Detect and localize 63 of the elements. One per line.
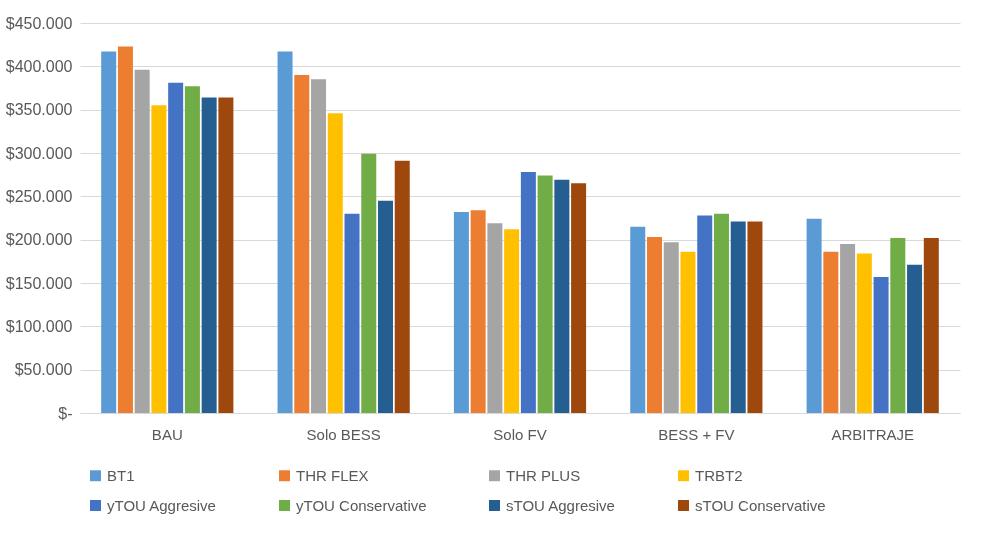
bar	[537, 175, 553, 413]
legend-label: yTOU Aggresive	[107, 496, 216, 514]
bar	[361, 153, 377, 413]
bar	[730, 221, 746, 413]
bar	[117, 46, 133, 413]
bar	[470, 210, 486, 413]
bar	[747, 221, 763, 413]
bar	[647, 237, 662, 413]
bar	[630, 226, 646, 413]
bar	[840, 244, 856, 413]
legend-label: sTOU Conservative	[695, 496, 826, 514]
bar	[277, 51, 293, 413]
y-tick-label: $150.000	[5, 274, 73, 292]
x-tick-label: Solo FV	[493, 425, 547, 443]
bar	[168, 82, 184, 413]
y-tick-label: $-	[58, 404, 73, 422]
bar	[101, 51, 117, 413]
bar	[680, 251, 696, 413]
y-tick-label: $400.000	[5, 57, 73, 75]
bar	[487, 223, 503, 413]
y-tick-label: $350.000	[5, 101, 73, 119]
legend-label: THR PLUS	[506, 466, 581, 484]
bar	[327, 113, 343, 413]
bar	[294, 75, 310, 413]
bar	[344, 213, 360, 413]
y-tick-label: $50.000	[14, 361, 73, 379]
bar	[697, 215, 713, 413]
x-tick-label: BESS + FV	[658, 425, 735, 443]
bar	[453, 211, 469, 413]
bar	[823, 251, 839, 413]
bar	[923, 237, 939, 413]
bar	[311, 79, 327, 413]
bar	[184, 86, 200, 413]
bar	[873, 276, 889, 413]
bar	[201, 97, 217, 413]
x-tick-label: BAU	[151, 425, 183, 443]
bar	[504, 229, 520, 413]
legend-label: sTOU Aggresive	[506, 496, 615, 514]
legend-label: TRBT2	[695, 466, 743, 484]
x-tick-label: ARBITRAJE	[831, 425, 914, 443]
bar	[151, 105, 167, 413]
bar	[218, 97, 234, 413]
y-tick-label: $200.000	[5, 231, 73, 249]
y-tick-label: $100.000	[5, 317, 73, 335]
x-tick-label: Solo BESS	[306, 425, 381, 443]
bar	[554, 179, 570, 413]
legend-label: THR FLEX	[296, 466, 369, 484]
bar	[378, 200, 393, 413]
y-tick-label: $450.000	[5, 14, 73, 32]
y-tick-label: $250.000	[5, 187, 73, 205]
bar	[907, 264, 923, 413]
bar	[663, 242, 679, 413]
y-tick-label: $300.000	[5, 144, 73, 162]
legend-label: BT1	[107, 466, 135, 484]
bar	[856, 253, 872, 413]
bar	[394, 160, 410, 413]
bar	[571, 183, 587, 413]
bar	[520, 172, 536, 413]
legend-label: yTOU Conservative	[296, 496, 427, 514]
bar	[806, 218, 822, 413]
bar	[713, 213, 729, 413]
bar	[134, 69, 150, 413]
bar	[890, 237, 906, 413]
